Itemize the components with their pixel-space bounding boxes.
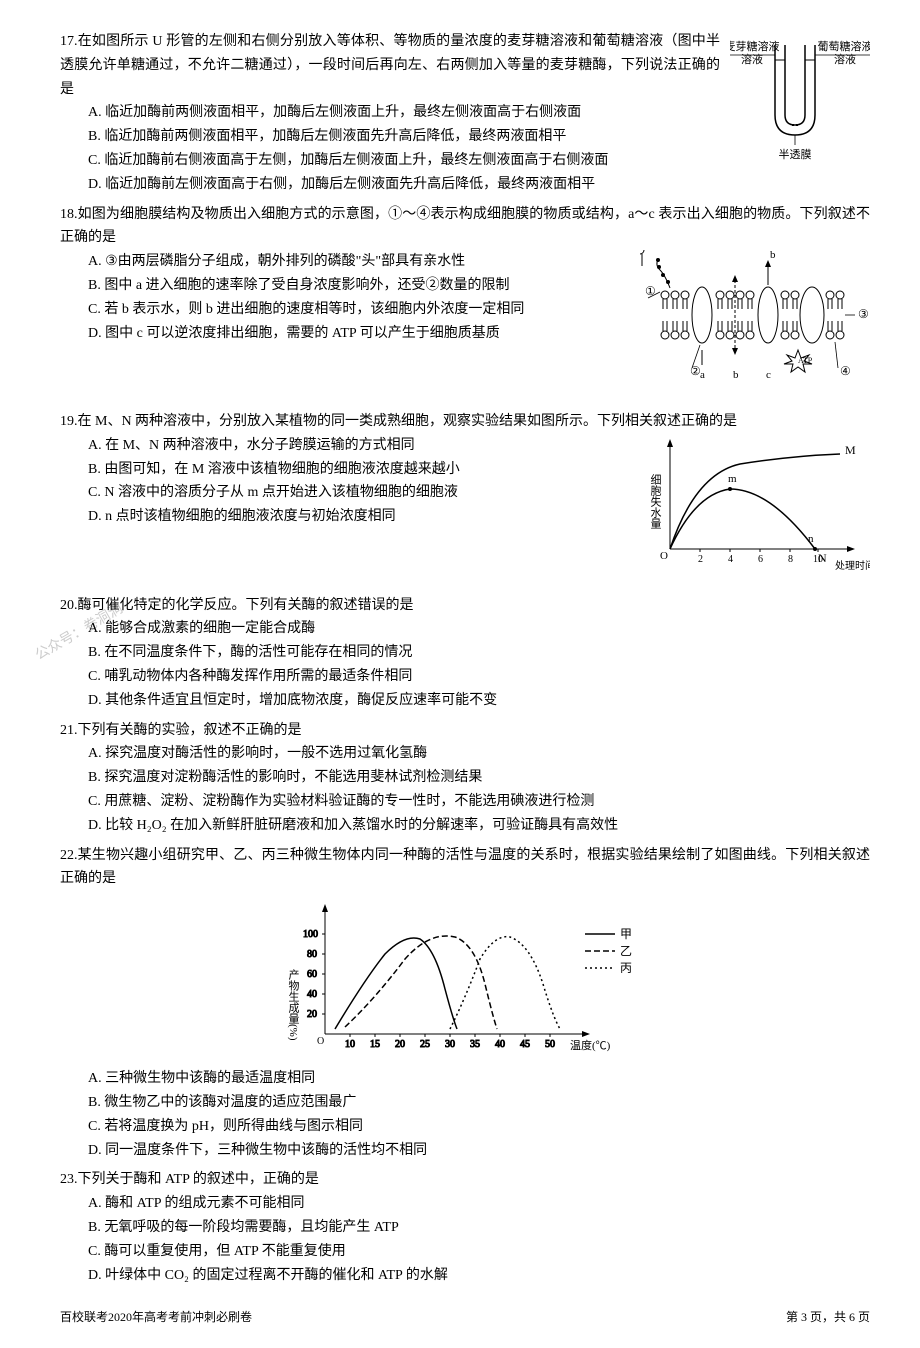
- q19-figure: M N m n O 细胞失水量 2 4 6 8 10 处理时间/min: [640, 434, 870, 583]
- svg-text:甲: 甲: [620, 927, 632, 941]
- svg-text:8: 8: [788, 554, 793, 565]
- svg-text:40: 40: [307, 989, 317, 1000]
- svg-text:35: 35: [470, 1039, 480, 1050]
- svg-text:O: O: [660, 550, 668, 562]
- svg-text:④: ④: [840, 364, 851, 378]
- svg-text:20: 20: [307, 1009, 317, 1020]
- footer-left: 百校联考2020年高考考前冲刺必刷卷: [60, 1307, 252, 1327]
- svg-text:a: a: [700, 369, 705, 381]
- svg-text:n: n: [808, 533, 814, 545]
- q23-option-b: B. 无氧呼吸的每一阶段均需要酶，且均能产生 ATP: [88, 1216, 870, 1240]
- svg-text:15: 15: [370, 1039, 380, 1050]
- svg-text:80: 80: [307, 949, 317, 960]
- q20-option-b: B. 在不同温度条件下，酶的活性可能存在相同的情况: [88, 641, 870, 665]
- svg-text:20: 20: [395, 1039, 405, 1050]
- q22-option-b: B. 微生物乙中的该酶对温度的适应范围最广: [88, 1091, 870, 1115]
- q21-option-d: D. 比较 H₂O₂ 在加入新鲜肝脏研磨液和加入蒸馏水时的分解速率，可验证酶具有…: [88, 814, 870, 838]
- svg-text:b: b: [733, 369, 739, 381]
- q22-option-c: C. 若将温度换为 pH，则所得曲线与图示相同: [88, 1115, 870, 1139]
- q23-option-a: A. 酶和 ATP 的组成元素不可能相同: [88, 1192, 870, 1216]
- question-18: 18.如图为细胞膜结构及物质出入细胞方式的示意图，①～④表示构成细胞膜的物质或结…: [60, 203, 870, 404]
- question-23: 23.下列关于酶和 ATP 的叙述中，正确的是 A. 酶和 ATP 的组成元素不…: [60, 1168, 870, 1287]
- svg-text:m: m: [728, 473, 737, 485]
- q18-figure: ATP ① ② ③ ④ a b c b: [640, 250, 870, 399]
- q23-option-c: C. 酶可以重复使用，但 ATP 不能重复使用: [88, 1240, 870, 1264]
- svg-text:溶液: 溶液: [741, 52, 763, 66]
- q21-num: 21.: [60, 723, 78, 738]
- q22-option-a: A. 三种微生物中该酶的最适温度相同: [88, 1067, 870, 1091]
- svg-text:100: 100: [303, 929, 318, 940]
- question-19: 19.在 M、N 两种溶液中，分别放入某植物的同一类成熟细胞，观察实验结果如图所…: [60, 410, 870, 588]
- q18-num: 18.: [60, 207, 78, 222]
- q23-num: 23.: [60, 1172, 78, 1187]
- svg-text:10: 10: [345, 1039, 355, 1050]
- question-21: 21.下列有关酶的实验，叙述不正确的是 A. 探究温度对酶活性的影响时，一般不选…: [60, 719, 870, 838]
- svg-text:麦芽糖溶液: 麦芽糖溶液: [730, 39, 780, 53]
- svg-text:45: 45: [520, 1039, 530, 1050]
- q21-option-a: A. 探究温度对酶活性的影响时，一般不选用过氧化氢酶: [88, 742, 870, 766]
- q22-option-d: D. 同一温度条件下，三种微生物中该酶的活性均不相同: [88, 1139, 870, 1163]
- q20-option-c: C. 哺乳动物体内各种酶发挥作用所需的最适条件相同: [88, 665, 870, 689]
- footer-right: 第 3 页，共 6 页: [786, 1307, 870, 1327]
- svg-text:M: M: [845, 443, 856, 457]
- q18-text: 如图为细胞膜结构及物质出入细胞方式的示意图，①～④表示构成细胞膜的物质或结构，a…: [60, 207, 870, 246]
- svg-text:O: O: [317, 1036, 324, 1047]
- svg-text:乙: 乙: [620, 944, 632, 958]
- q19-num: 19.: [60, 414, 78, 429]
- q17-text: 在如图所示 U 形管的左侧和右侧分别放入等体积、等物质的量浓度的麦芽糖溶液和葡萄…: [60, 34, 720, 97]
- svg-text:4: 4: [728, 554, 733, 565]
- svg-text:③: ③: [858, 307, 869, 321]
- q19-text: 在 M、N 两种溶液中，分别放入某植物的同一类成熟细胞，观察实验结果如图所示。下…: [78, 414, 738, 429]
- question-20: 20.酶可催化特定的化学反应。下列有关酶的叙述错误的是 A. 能够合成激素的细胞…: [60, 594, 870, 713]
- q20-num: 20.: [60, 598, 78, 613]
- svg-text:溶液: 溶液: [834, 52, 856, 66]
- svg-text:葡萄糖溶液: 葡萄糖溶液: [818, 39, 871, 53]
- q21-text: 下列有关酶的实验，叙述不正确的是: [78, 723, 302, 738]
- q22-figure: 20 40 60 80 100 10 15 20 25 30 35 40 45 …: [60, 899, 870, 1059]
- svg-text:40: 40: [495, 1039, 505, 1050]
- svg-text:细胞失水量: 细胞失水量: [649, 473, 662, 528]
- q22-num: 22.: [60, 848, 78, 863]
- svg-text:①: ①: [645, 284, 656, 298]
- svg-text:30: 30: [445, 1039, 455, 1050]
- svg-text:b: b: [770, 250, 776, 261]
- q17-num: 17.: [60, 34, 78, 49]
- q21-option-c: C. 用蔗糖、淀粉、淀粉酶作为实验材料验证酶的专一性时，不能选用碘液进行检测: [88, 790, 870, 814]
- q20-option-a: A. 能够合成激素的细胞一定能合成酶: [88, 617, 870, 641]
- svg-text:6: 6: [758, 554, 763, 565]
- svg-text:半透膜: 半透膜: [779, 147, 812, 160]
- q21-option-b: B. 探究温度对淀粉酶活性的影响时，不能选用斐林试剂检测结果: [88, 766, 870, 790]
- q22-text: 某生物兴趣小组研究甲、乙、丙三种微生物体内同一种酶的活性与温度的关系时，根据实验…: [60, 848, 870, 887]
- svg-text:50: 50: [545, 1039, 555, 1050]
- svg-text:ATP: ATP: [798, 356, 813, 365]
- q20-text: 酶可催化特定的化学反应。下列有关酶的叙述错误的是: [78, 598, 414, 613]
- q23-text: 下列关于酶和 ATP 的叙述中，正确的是: [78, 1172, 319, 1187]
- svg-text:2: 2: [698, 554, 703, 565]
- svg-text:10: 10: [813, 554, 823, 565]
- svg-text:60: 60: [307, 969, 317, 980]
- question-22: 22.某生物兴趣小组研究甲、乙、丙三种微生物体内同一种酶的活性与温度的关系时，根…: [60, 844, 870, 1163]
- q17-option-d: D. 临近加酶前左侧液面高于右侧，加酶后左侧液面先升高后降低，最终两液面相平: [88, 173, 870, 197]
- q17-figure: 麦芽糖溶液 溶液 葡萄糖溶液 溶液 半透膜: [730, 30, 870, 169]
- svg-text:c: c: [766, 369, 771, 381]
- q23-option-d: D. 叶绿体中 CO₂ 的固定过程离不开酶的催化和 ATP 的水解: [88, 1264, 870, 1288]
- svg-text:处理时间/min: 处理时间/min: [835, 559, 870, 572]
- page-footer: 百校联考2020年高考考前冲刺必刷卷 第 3 页，共 6 页: [60, 1307, 870, 1327]
- svg-text:丙: 丙: [620, 961, 632, 975]
- svg-text:产物生成量(%): 产物生成量(%): [287, 968, 300, 1041]
- q20-option-d: D. 其他条件适宜且恒定时，增加底物浓度，酶促反应速率可能不变: [88, 689, 870, 713]
- svg-text:25: 25: [420, 1039, 430, 1050]
- question-17: 麦芽糖溶液 溶液 葡萄糖溶液 溶液 半透膜 17.在如图所示 U 形管的左侧和右…: [60, 30, 870, 197]
- svg-text:温度(℃): 温度(℃): [570, 1038, 611, 1052]
